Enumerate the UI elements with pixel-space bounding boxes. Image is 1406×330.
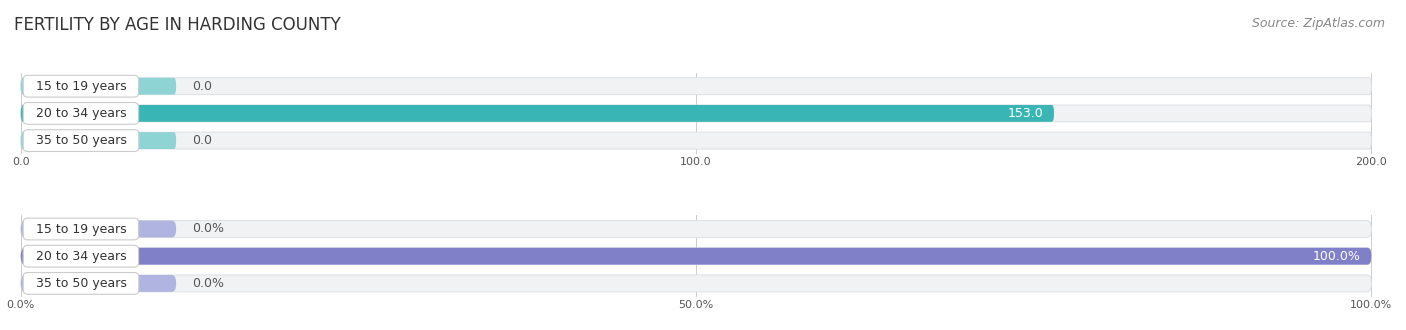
FancyBboxPatch shape [21, 132, 1371, 149]
Text: Source: ZipAtlas.com: Source: ZipAtlas.com [1251, 16, 1385, 29]
Text: 35 to 50 years: 35 to 50 years [28, 277, 135, 290]
Text: 0.0: 0.0 [193, 80, 212, 93]
FancyBboxPatch shape [21, 220, 176, 237]
Text: 20 to 34 years: 20 to 34 years [28, 107, 134, 120]
FancyBboxPatch shape [21, 275, 176, 292]
Text: 0.0%: 0.0% [193, 222, 225, 236]
FancyBboxPatch shape [21, 78, 176, 95]
FancyBboxPatch shape [21, 275, 1371, 292]
Text: 15 to 19 years: 15 to 19 years [28, 222, 134, 236]
FancyBboxPatch shape [21, 248, 1371, 265]
Text: 15 to 19 years: 15 to 19 years [28, 80, 134, 93]
Text: 0.0%: 0.0% [193, 277, 225, 290]
Text: 20 to 34 years: 20 to 34 years [28, 250, 134, 263]
FancyBboxPatch shape [21, 78, 1371, 95]
Text: 153.0: 153.0 [1008, 107, 1043, 120]
Text: FERTILITY BY AGE IN HARDING COUNTY: FERTILITY BY AGE IN HARDING COUNTY [14, 16, 340, 35]
FancyBboxPatch shape [21, 248, 1371, 265]
Text: 100.0%: 100.0% [1313, 250, 1361, 263]
FancyBboxPatch shape [21, 105, 1054, 122]
Text: 0.0: 0.0 [193, 134, 212, 147]
FancyBboxPatch shape [21, 105, 1371, 122]
FancyBboxPatch shape [21, 132, 176, 149]
Text: 35 to 50 years: 35 to 50 years [28, 134, 135, 147]
FancyBboxPatch shape [21, 220, 1371, 237]
